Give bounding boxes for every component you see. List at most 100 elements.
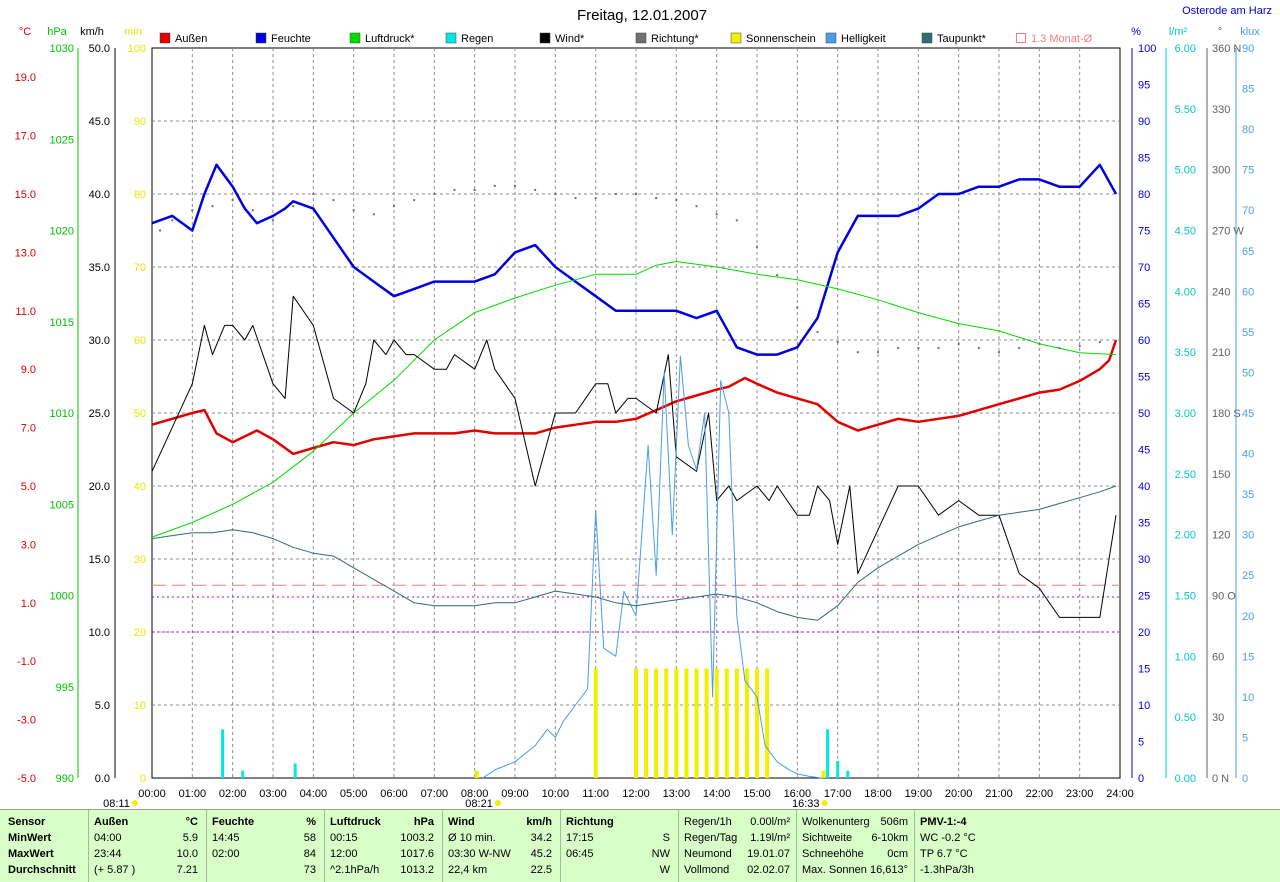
tick-label-direction: 120 [1212,530,1230,542]
stats-feuchte-min-time: 14:45 [212,832,240,844]
bar-sonnenschein [755,668,759,778]
stats-aussen-column: Außen °C 04:00 5.9 23:44 10.0 (+ 5.87 ) … [89,810,207,882]
tick-label-pressure: 1025 [50,134,74,146]
point-richtung [372,213,375,216]
series-line-taupunkt [151,485,1117,621]
point-richtung [1098,341,1101,344]
tick-label-direction: 300 [1212,165,1230,177]
tick-label-humidity: 0 [1138,773,1144,785]
axis-unit-pressure: hPa [47,26,67,38]
tick-label-direction: 360 N [1212,43,1241,55]
legend-swatch [255,32,267,44]
sun-time-label: 16:33 [792,798,820,809]
point-richtung [816,330,819,333]
tick-label-brightness: 20 [1242,611,1254,623]
tick-label-time: 14:00 [703,788,731,800]
point-richtung [635,193,637,195]
tick-label-sun: 60 [134,335,146,347]
stats-pmv-trend: -1.3hPa/3h [920,864,974,876]
point-richtung [231,199,234,202]
tick-label-rain: 6.00 [1175,43,1196,55]
bar-series [221,668,850,778]
tick-label-sun: 100 [128,43,146,55]
point-richtung [856,351,859,354]
stats-aussen-max-value: 10.0 [176,848,198,860]
legend-swatch [539,32,551,44]
statistics-panel: Sensor MinWert MaxWert Durchschnitt Auße… [0,809,1280,882]
tick-label-sun: 80 [134,189,146,201]
point-richtung [836,341,839,344]
legend-swatch [159,32,171,44]
bar-regen [241,770,245,778]
tick-label-temp: 19.0 [15,72,36,84]
tick-label-direction: 150 [1212,469,1230,481]
bar-sonnenschein [821,770,826,778]
tick-label-humidity: 15 [1138,664,1150,676]
axis-unit-temp: °C [19,26,31,38]
tick-label-humidity: 55 [1138,372,1150,384]
axis-unit-wind: km/h [80,26,104,38]
tick-label-pressure: 1005 [50,499,74,511]
stats-wind-min-time: Ø 10 min. [448,832,496,844]
bar-regen [293,763,297,778]
stats-richtung-max-value: NW [651,848,670,860]
tick-label-sun: 70 [134,262,146,274]
bar-sonnenschein [694,668,699,778]
stats-sonne-value: 16,613° [869,864,908,876]
tick-label-brightness: 85 [1242,84,1254,96]
legend-swatch [921,32,933,44]
tick-label-pressure: 1020 [50,226,74,238]
legend-label: 1.3 Monat-Ø [1031,33,1093,45]
bar-sonnenschein [684,668,689,778]
tick-label-humidity: 85 [1138,153,1150,165]
tick-label-direction: 90 O [1212,591,1236,603]
tick-label-humidity: 80 [1138,189,1150,201]
tick-label-rain: 1.00 [1175,651,1196,663]
tick-label-brightness: 40 [1242,449,1254,461]
point-richtung [897,347,900,350]
point-richtung [251,209,254,212]
tick-label-time: 09:00 [501,788,529,800]
point-richtung [594,197,597,200]
tick-label-brightness: 55 [1242,327,1254,339]
tick-label-sun: 90 [134,116,146,128]
point-richtung [272,219,274,222]
stats-label-min: MinWert [8,832,52,844]
tick-label-temp: 5.0 [21,481,36,493]
tick-label-temp: 17.0 [15,131,36,143]
tick-label-time: 16:00 [784,788,812,800]
tick-label-time: 23:00 [1066,788,1094,800]
tick-label-pressure: 995 [56,682,74,694]
point-richtung [977,347,980,350]
series-line-außen [151,339,1118,456]
point-richtung [159,229,162,232]
stats-richtung-avg-value: W [659,864,670,876]
tick-label-direction: 0 N [1212,773,1229,785]
chart-title: Freitag, 12.01.2007 [577,7,707,24]
tick-label-brightness: 65 [1242,246,1254,258]
tick-label-pressure: 990 [56,773,74,785]
stats-luftdruck-avg-value: 1013.2 [400,864,434,876]
stats-wind-max-time: 03:30 W-NW [448,848,511,860]
legend-label: Helligkeit [841,33,886,45]
axis-unit-humidity: % [1131,26,1141,38]
tick-label-time: 06:00 [380,788,408,800]
axis-unit-direction: ° [1218,26,1222,38]
tick-label-humidity: 100 [1138,43,1156,55]
tick-label-brightness: 80 [1242,124,1254,136]
stats-wind-header: Wind [448,816,475,828]
point-richtung [937,347,940,350]
tick-label-direction: 180 S [1212,408,1241,420]
stats-regen-value-tag: 1.19l/m² [750,832,790,844]
tick-label-pressure: 1010 [50,408,74,420]
stats-feuchte-max-time: 02:00 [212,848,240,860]
tick-label-rain: 1.50 [1175,591,1196,603]
tick-label-humidity: 5 [1138,737,1144,749]
point-richtung [514,184,516,187]
stats-schnee-value: 0cm [887,848,908,860]
tick-label-sun: 20 [134,627,146,639]
point-richtung [776,274,779,277]
tick-label-humidity: 35 [1138,518,1150,530]
stats-richtung-column: Richtung 17:15 S 06:45 NW W [561,810,679,882]
tick-label-temp: 13.0 [15,247,36,259]
